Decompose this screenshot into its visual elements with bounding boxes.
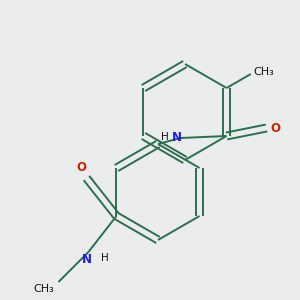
Text: O: O <box>271 122 281 134</box>
Text: N: N <box>172 130 182 143</box>
Text: H: H <box>100 253 108 263</box>
Text: H: H <box>161 132 168 142</box>
Text: O: O <box>76 161 86 174</box>
Text: CH₃: CH₃ <box>254 67 274 77</box>
Text: CH₃: CH₃ <box>34 284 54 294</box>
Text: N: N <box>81 253 92 266</box>
